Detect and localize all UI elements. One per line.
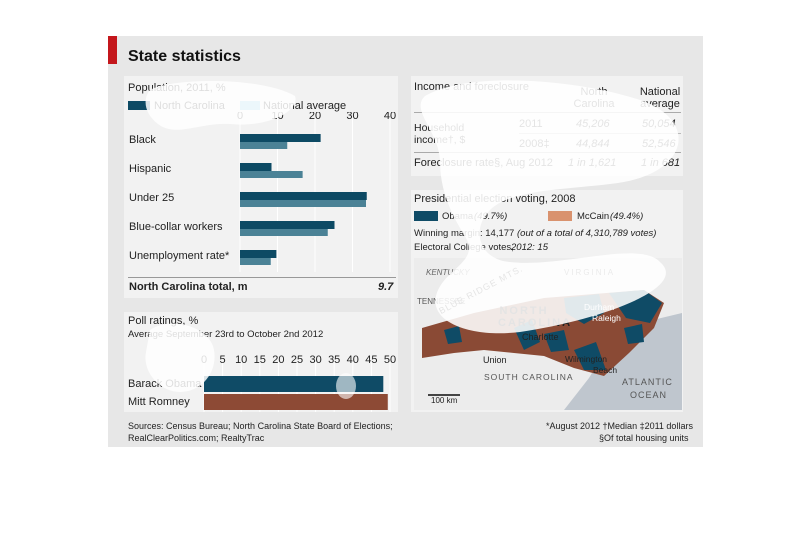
total-label: North Carolina total, m: [129, 281, 248, 293]
col-nat-header: National average: [639, 86, 681, 110]
map-charlotte: Charlotte: [522, 332, 559, 342]
map-wilmington: Wilmington: [565, 354, 608, 364]
row-divider-top: [414, 112, 681, 113]
map-raleigh: Raleigh: [592, 313, 621, 323]
poll-category-mitt-romney: Mitt Romney: [128, 396, 190, 408]
foreclosure-label: Foreclosure rate§, Aug 2012: [414, 157, 553, 169]
map-durham: Durham: [584, 302, 615, 312]
pop-tick-label: 0: [237, 112, 243, 122]
poll-tick-label: 5: [220, 354, 226, 366]
pop-bar-nc-blue-collar-workers: [240, 221, 335, 229]
notes-line-1: *August 2012 †Median ‡2011 dollars: [546, 421, 693, 431]
row-2011-nc: 45,206: [576, 118, 610, 130]
map-beach: Beach: [593, 365, 618, 375]
poll-tick-label: 50: [384, 354, 396, 366]
row-divider-mid: [519, 133, 681, 134]
map-atlantic: ATLANTIC: [622, 377, 673, 387]
county-cluster-southeast: [574, 342, 606, 370]
row-2008-year: 2008‡: [519, 138, 550, 150]
population-title: Population, 2011, %: [128, 82, 226, 94]
election-title: Presidential election voting, 2008: [414, 193, 576, 205]
poll-tick-label: 10: [235, 354, 247, 366]
legend-nat-swatch: [240, 101, 260, 110]
electoral-votes-note: 2012: 15: [511, 242, 548, 253]
map-kentucky: KENTUCKY: [426, 268, 470, 277]
mccain-swatch: [548, 211, 572, 221]
county-cluster-central: [544, 330, 569, 352]
pop-bar-national-blue-collar-workers: [240, 229, 328, 236]
obama-swatch: [414, 211, 438, 221]
accent-bar: [108, 36, 117, 64]
pop-bar-nc-unemployment-rate: [240, 250, 277, 258]
map-union: Union: [483, 355, 507, 365]
legend-nc-swatch: [128, 101, 150, 110]
legend-nc-label: North Carolina: [154, 100, 225, 112]
pop-tick-label: 10: [271, 112, 283, 122]
winning-margin-note: (out of a total of 4,310,789 votes): [517, 228, 657, 239]
row-2008-nc: 44,844: [576, 138, 610, 150]
pop-tick-label: 40: [384, 112, 396, 122]
map-scale-label: 100 km: [431, 396, 458, 405]
poll-bar-barack-obama: [204, 376, 384, 392]
row-divider-bottom: [414, 152, 681, 153]
poll-bar-mitt-romney: [204, 394, 388, 410]
total-value: 9.7: [378, 281, 394, 293]
pop-bar-national-hispanic: [240, 171, 303, 178]
poll-tick-label: 40: [347, 354, 359, 366]
poll-chart: 0 5 10 15 20 25 30 35 40 45 50 Barack Obama Mitt Rom…: [128, 354, 396, 412]
income-title: Income and foreclosure: [414, 81, 529, 93]
total-divider: [128, 277, 396, 278]
poll-tick-label: 20: [272, 354, 284, 366]
pop-bar-nc-black: [240, 134, 321, 142]
pop-category-under-25: Under 25: [129, 192, 174, 204]
pop-category-hispanic: Hispanic: [129, 163, 172, 175]
poll-tick-label: 45: [365, 354, 377, 366]
ocean-area: [564, 313, 682, 410]
poll-tick-label: 15: [254, 354, 266, 366]
scale-bar: [428, 394, 460, 396]
electoral-votes: Electoral College votes,: [414, 242, 514, 253]
poll-category-barack-obama: Barack Obama: [128, 378, 202, 390]
pop-bar-nc-hispanic: [240, 163, 272, 171]
mccain-label: McCain: [577, 211, 610, 222]
pop-category-black: Black: [129, 134, 156, 146]
poll-tick-label: 35: [328, 354, 340, 366]
sources-line-1: Sources: Census Bureau; North Carolina S…: [128, 421, 393, 431]
sources-line-2: RealClearPolitics.com; RealtyTrac: [128, 433, 265, 443]
col-nc-header: North Carolina: [573, 86, 615, 110]
pop-bar-national-unemployment-rate: [240, 258, 271, 265]
pop-tick-label: 30: [346, 112, 358, 122]
foreclosure-nat: 1 in 681: [641, 157, 681, 169]
poll-tick-label: 30: [309, 354, 321, 366]
map-ocean: OCEAN: [630, 390, 668, 400]
pop-bar-national-black: [240, 142, 288, 149]
legend-nat-label: National average: [263, 100, 347, 112]
household-income-label: Household income†, $: [414, 122, 466, 146]
foreclosure-nc: 1 in 1,621: [568, 157, 617, 169]
notes-line-2: §Of total housing units: [599, 433, 689, 443]
map-virginia: VIRGINIA: [564, 268, 616, 277]
map-state-label: NORTH CAROLINA: [498, 305, 573, 329]
poll-tick-label: 25: [291, 354, 303, 366]
map-south-carolina: SOUTH CAROLINA: [484, 372, 574, 382]
row-2011-year: 2011: [519, 118, 543, 130]
poll-tick-label: 0: [201, 354, 207, 366]
page-title: State statistics: [128, 48, 241, 65]
pop-category-unemployment-rate: Unemployment rate*: [129, 250, 230, 262]
pop-bar-nc-under-25: [240, 192, 367, 200]
winning-margin: Winning margin: 14,177: [414, 228, 515, 239]
poll-title: Poll ratings, %: [128, 315, 199, 327]
obama-pct: (49.7%): [474, 211, 508, 222]
pop-bar-national-under-25: [240, 200, 366, 207]
row-2008-nat: 52,546: [642, 138, 676, 150]
obama-label: Obama: [442, 211, 474, 222]
population-chart: 0 10 20 30 40 Black Hispanic Under 25 Blue-colla…: [129, 112, 396, 272]
pop-tick-label: 20: [309, 112, 321, 122]
row-2011-nat: 50,054: [642, 118, 676, 130]
poll-subtitle: Average September 23rd to October 2nd 20…: [128, 329, 324, 340]
mccain-pct: (49.4%): [610, 211, 644, 222]
pop-category-blue-collar-workers: Blue-collar workers: [129, 221, 223, 233]
